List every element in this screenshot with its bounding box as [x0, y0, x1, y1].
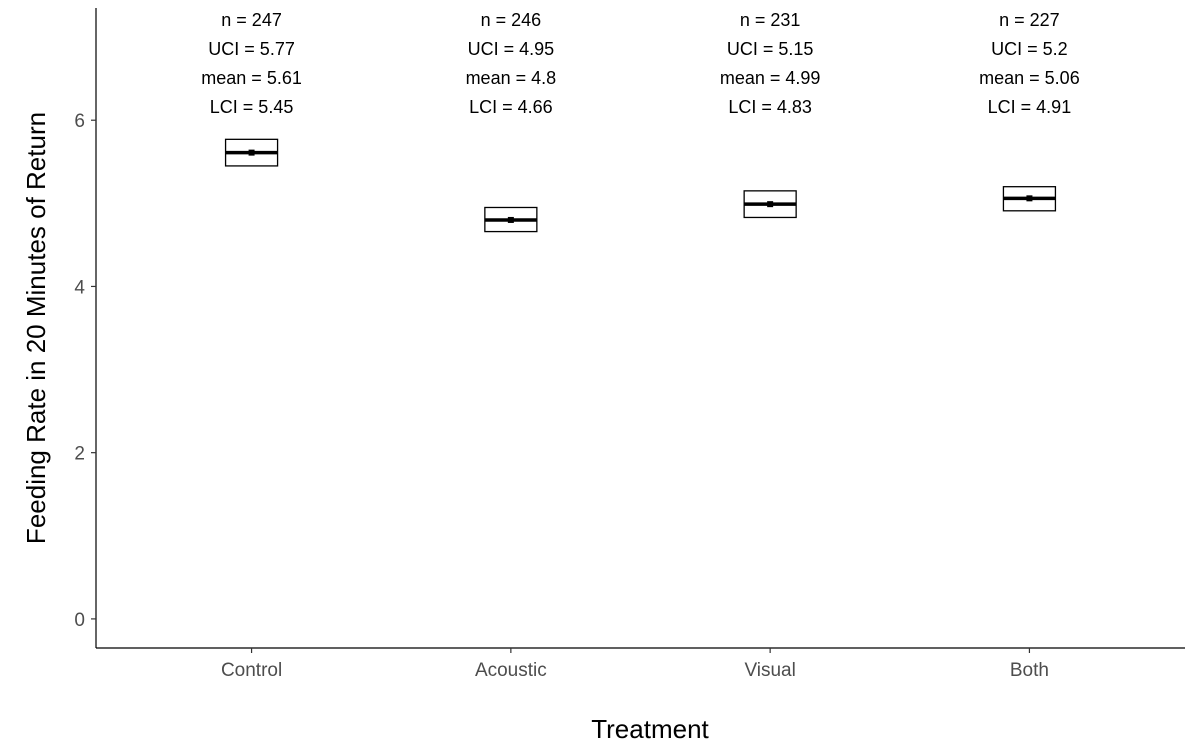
stat-label: LCI = 4.66	[469, 97, 553, 117]
stat-label: UCI = 5.15	[727, 39, 814, 59]
annotations: n = 247 UCI = 5.77 mean = 5.61 LCI = 5.45 n …	[201, 10, 1079, 117]
stat-label: UCI = 4.95	[468, 39, 555, 59]
x-tick-label: Visual	[744, 660, 795, 681]
y-ticks: 0 2 4 6	[74, 111, 96, 631]
y-tick-label: 6	[74, 111, 85, 132]
stat-label: mean = 5.06	[979, 68, 1080, 88]
stat-label: mean = 5.61	[201, 68, 302, 88]
stat-label: mean = 4.99	[720, 68, 821, 88]
mean-point	[248, 149, 255, 156]
y-tick-label: 2	[74, 444, 85, 465]
y-tick-label: 4	[74, 277, 85, 298]
stat-label: UCI = 5.2	[991, 39, 1068, 59]
stat-label: LCI = 5.45	[210, 97, 294, 117]
boxes	[224, 138, 1057, 233]
x-axis-title: Treatment	[591, 714, 709, 744]
stat-label: mean = 4.8	[466, 68, 557, 88]
stat-label: n = 227	[999, 10, 1060, 30]
y-tick-label: 0	[74, 610, 85, 631]
x-tick-label: Acoustic	[475, 660, 547, 681]
x-ticks: Control Acoustic Visual Both	[221, 648, 1049, 681]
mean-point	[507, 216, 514, 223]
x-tick-label: Control	[221, 660, 282, 681]
stat-label: n = 231	[740, 10, 801, 30]
y-axis-title: Feeding Rate in 20 Minutes of Return	[21, 112, 51, 544]
stat-label: n = 246	[481, 10, 542, 30]
stat-label: n = 247	[221, 10, 282, 30]
x-tick-label: Both	[1010, 660, 1049, 681]
stat-label: UCI = 5.77	[208, 39, 295, 59]
mean-point	[767, 201, 774, 208]
stat-label: LCI = 4.83	[728, 97, 812, 117]
stat-label: LCI = 4.91	[988, 97, 1072, 117]
mean-point	[1026, 195, 1033, 202]
